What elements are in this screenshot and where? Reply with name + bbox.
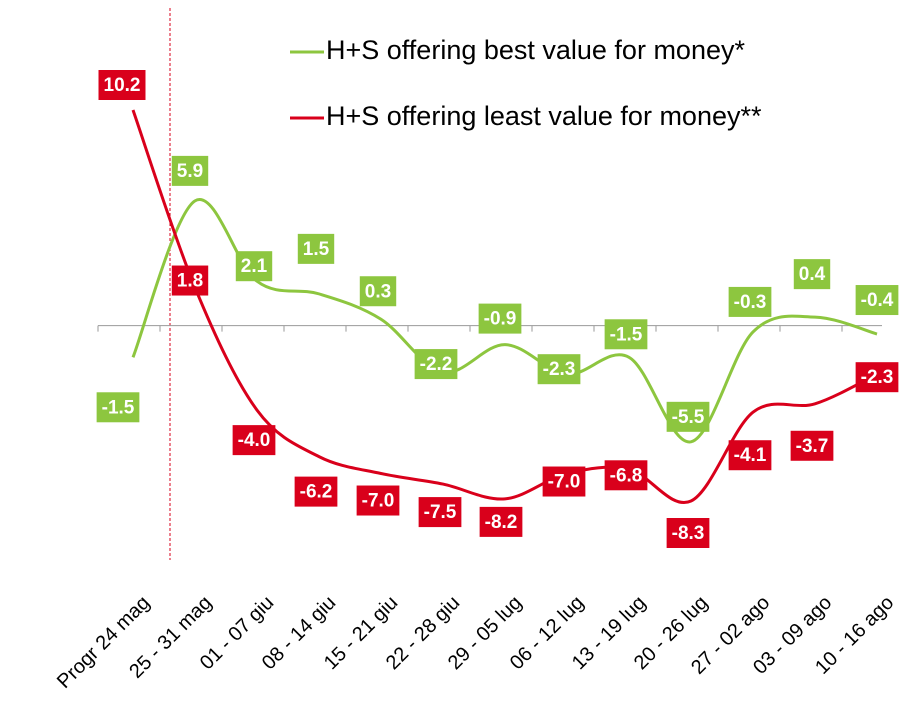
- series-line: [131, 198, 878, 444]
- data-label-box: [537, 354, 581, 385]
- data-label-box: [297, 233, 335, 264]
- data-label-box: [855, 285, 899, 316]
- data-label-text: 0.4: [799, 264, 826, 285]
- data-label-text: -2.2: [420, 354, 453, 375]
- data-label: -2.2: [414, 349, 458, 380]
- data-label-box: [855, 362, 899, 393]
- data-label-text: -6.2: [300, 482, 333, 503]
- data-label-box: [96, 392, 140, 423]
- data-label-box: [790, 430, 834, 461]
- data-label: 1.5: [297, 233, 335, 264]
- data-label: -0.3: [728, 286, 772, 317]
- data-label-text: -1.5: [610, 324, 643, 345]
- data-label-box: [666, 518, 710, 548]
- data-label: -8.3: [666, 518, 710, 548]
- data-label-box: [359, 276, 397, 307]
- data-label-text: -3.7: [796, 436, 829, 457]
- data-label-text: -0.4: [861, 290, 894, 311]
- data-label: -0.9: [478, 303, 522, 334]
- data-label-box: [479, 506, 523, 537]
- data-label-box: [793, 259, 831, 290]
- data-label-text: 10.2: [104, 75, 141, 96]
- data-label: 5.9: [171, 155, 209, 186]
- data-label-box: [235, 251, 273, 282]
- series-line: [131, 109, 878, 505]
- data-label-text: -5.5: [672, 407, 705, 428]
- data-label-text: -2.3: [543, 359, 576, 380]
- data-label: 0.4: [793, 259, 831, 290]
- data-label: -7.0: [542, 466, 586, 497]
- data-label: -4.0: [232, 425, 276, 456]
- data-label-box: [418, 497, 462, 528]
- data-label: -0.4: [855, 285, 899, 316]
- data-label-box: [356, 485, 400, 516]
- data-label: -2.3: [537, 354, 581, 385]
- data-label: -1.5: [96, 392, 140, 423]
- data-label-text: 0.3: [365, 281, 391, 302]
- data-label-box: [542, 466, 586, 497]
- data-label-box: [728, 286, 772, 317]
- data-label-box: [604, 319, 648, 350]
- data-label: -6.2: [294, 476, 338, 507]
- data-label-text: 2.1: [241, 256, 268, 277]
- data-label-text: -0.3: [734, 292, 767, 313]
- data-label-text: -7.0: [548, 472, 581, 493]
- data-label: -8.2: [479, 506, 523, 537]
- data-label: -7.5: [418, 497, 462, 528]
- data-label-box: [294, 476, 338, 507]
- data-label-box: [604, 460, 648, 491]
- data-label: 0.3: [359, 276, 397, 307]
- data-label-box: [478, 303, 522, 334]
- data-label: 2.1: [235, 251, 273, 282]
- data-label-box: [171, 265, 209, 296]
- data-label: -7.0: [356, 485, 400, 516]
- data-label: -5.5: [666, 401, 710, 432]
- data-label: -1.5: [604, 319, 648, 350]
- data-label-text: -2.3: [861, 367, 894, 388]
- data-label-text: -8.2: [485, 512, 518, 533]
- data-label-box: [414, 349, 458, 380]
- data-label-text: -4.0: [238, 430, 271, 451]
- data-label: 1.8: [171, 265, 209, 296]
- data-label-text: -0.9: [484, 309, 517, 330]
- data-label-text: 1.5: [303, 239, 330, 260]
- data-label-text: -4.1: [734, 445, 767, 466]
- data-label-text: -7.5: [424, 502, 457, 523]
- legend-label: H+S offering best value for money*: [326, 35, 745, 65]
- data-label: -6.8: [604, 460, 648, 491]
- data-label-box: [171, 155, 209, 186]
- data-label-text: 5.9: [177, 161, 203, 182]
- data-label-box: [728, 440, 772, 471]
- data-label-box: [98, 70, 146, 100]
- data-label-text: -6.8: [610, 465, 643, 486]
- data-label-text: -1.5: [102, 397, 135, 418]
- data-label: -3.7: [790, 430, 834, 461]
- data-label-text: -7.0: [362, 491, 395, 512]
- data-label-text: -8.3: [672, 523, 705, 544]
- data-label-box: [666, 401, 710, 432]
- data-label: -2.3: [855, 362, 899, 393]
- data-label-text: 1.8: [177, 271, 203, 292]
- data-label: -4.1: [728, 440, 772, 471]
- data-label: 10.2: [98, 70, 146, 100]
- data-label-box: [232, 425, 276, 456]
- legend-label: H+S offering least value for money**: [326, 101, 762, 131]
